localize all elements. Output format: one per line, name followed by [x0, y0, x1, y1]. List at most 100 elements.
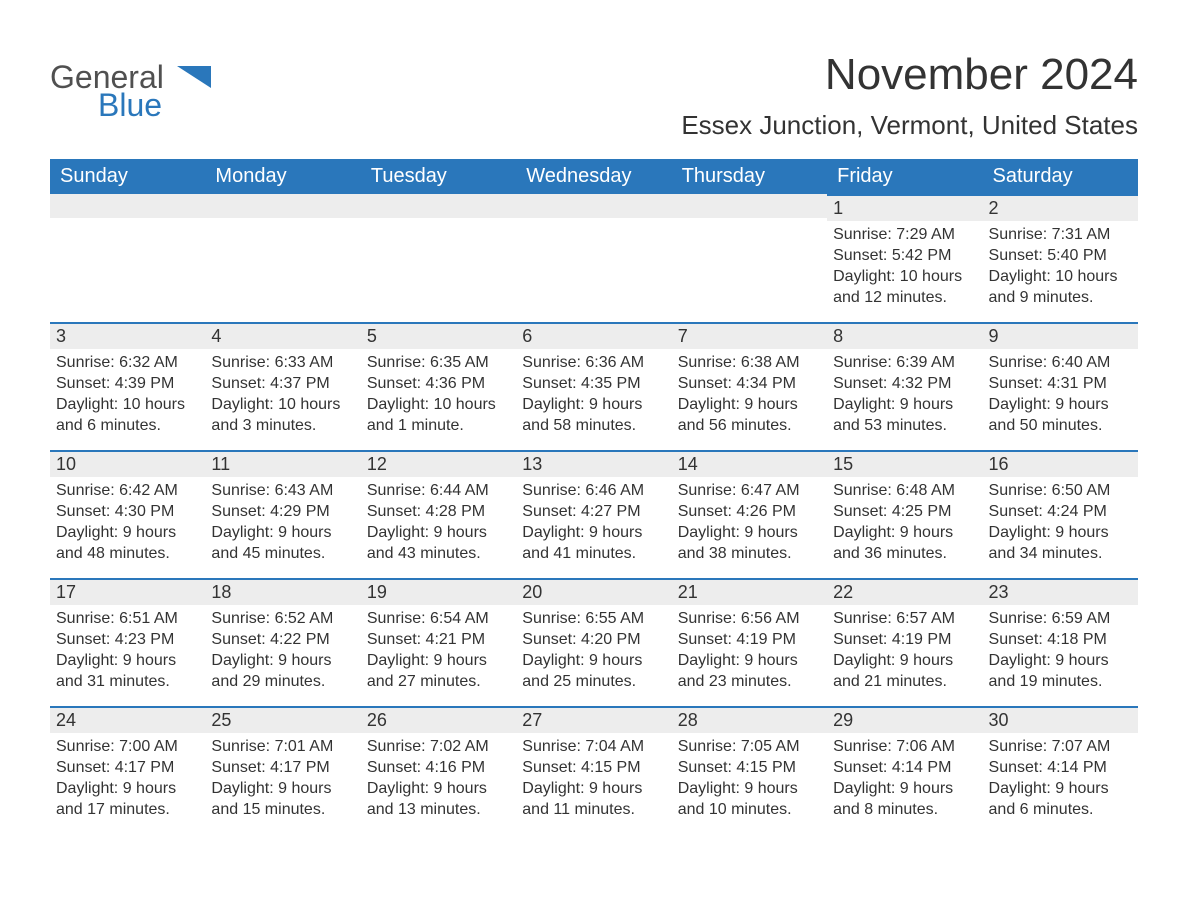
day-details: Sunrise: 6:47 AMSunset: 4:26 PMDaylight:…	[672, 477, 827, 564]
day-sunset: Sunset: 4:31 PM	[989, 374, 1132, 394]
day-sunrise: Sunrise: 7:05 AM	[678, 737, 821, 757]
day-daylight1: Daylight: 9 hours	[522, 651, 665, 671]
day-daylight1: Daylight: 9 hours	[678, 523, 821, 543]
day-daylight1: Daylight: 10 hours	[211, 395, 354, 415]
day-number: 19	[361, 578, 516, 605]
day-daylight2: and 10 minutes.	[678, 800, 821, 820]
day-details: Sunrise: 6:48 AMSunset: 4:25 PMDaylight:…	[827, 477, 982, 564]
day-daylight1: Daylight: 9 hours	[833, 395, 976, 415]
day-sunrise: Sunrise: 7:04 AM	[522, 737, 665, 757]
day-number: 3	[50, 322, 205, 349]
day-daylight1: Daylight: 9 hours	[211, 651, 354, 671]
day-sunset: Sunset: 4:15 PM	[522, 758, 665, 778]
day-sunset: Sunset: 4:36 PM	[367, 374, 510, 394]
header: General Blue November 2024 Essex Junctio…	[50, 40, 1138, 141]
day-number: 11	[205, 450, 360, 477]
calendar-day-cell: 25Sunrise: 7:01 AMSunset: 4:17 PMDayligh…	[205, 706, 360, 834]
day-daylight2: and 19 minutes.	[989, 672, 1132, 692]
day-sunset: Sunset: 4:25 PM	[833, 502, 976, 522]
day-details: Sunrise: 6:32 AMSunset: 4:39 PMDaylight:…	[50, 349, 205, 436]
calendar-body: 1Sunrise: 7:29 AMSunset: 5:42 PMDaylight…	[50, 194, 1138, 834]
calendar-day-cell: 18Sunrise: 6:52 AMSunset: 4:22 PMDayligh…	[205, 578, 360, 706]
day-daylight2: and 21 minutes.	[833, 672, 976, 692]
day-number: 13	[516, 450, 671, 477]
day-daylight2: and 1 minute.	[367, 416, 510, 436]
calendar-week-row: 24Sunrise: 7:00 AMSunset: 4:17 PMDayligh…	[50, 706, 1138, 834]
day-details: Sunrise: 6:51 AMSunset: 4:23 PMDaylight:…	[50, 605, 205, 692]
calendar-week-row: 17Sunrise: 6:51 AMSunset: 4:23 PMDayligh…	[50, 578, 1138, 706]
day-sunrise: Sunrise: 6:59 AM	[989, 609, 1132, 629]
weekday-header: Thursday	[672, 159, 827, 194]
day-number: 8	[827, 322, 982, 349]
day-sunset: Sunset: 4:30 PM	[56, 502, 199, 522]
day-details: Sunrise: 6:56 AMSunset: 4:19 PMDaylight:…	[672, 605, 827, 692]
logo-flag-icon	[177, 66, 211, 88]
day-daylight2: and 56 minutes.	[678, 416, 821, 436]
day-sunrise: Sunrise: 6:46 AM	[522, 481, 665, 501]
calendar-day-cell: 1Sunrise: 7:29 AMSunset: 5:42 PMDaylight…	[827, 194, 982, 322]
day-number: 22	[827, 578, 982, 605]
day-details: Sunrise: 6:42 AMSunset: 4:30 PMDaylight:…	[50, 477, 205, 564]
day-details: Sunrise: 6:33 AMSunset: 4:37 PMDaylight:…	[205, 349, 360, 436]
day-sunrise: Sunrise: 6:38 AM	[678, 353, 821, 373]
day-sunset: Sunset: 4:17 PM	[56, 758, 199, 778]
day-number: 28	[672, 706, 827, 733]
calendar-day-cell: 28Sunrise: 7:05 AMSunset: 4:15 PMDayligh…	[672, 706, 827, 834]
day-daylight1: Daylight: 9 hours	[211, 779, 354, 799]
day-sunset: Sunset: 4:22 PM	[211, 630, 354, 650]
page-root: General Blue November 2024 Essex Junctio…	[0, 0, 1188, 834]
empty-day-stripe	[361, 194, 516, 218]
day-sunrise: Sunrise: 6:42 AM	[56, 481, 199, 501]
day-number: 27	[516, 706, 671, 733]
calendar-day-cell	[516, 194, 671, 322]
day-daylight2: and 6 minutes.	[56, 416, 199, 436]
day-sunrise: Sunrise: 6:55 AM	[522, 609, 665, 629]
empty-day-stripe	[672, 194, 827, 218]
day-sunset: Sunset: 4:24 PM	[989, 502, 1132, 522]
day-daylight1: Daylight: 9 hours	[522, 395, 665, 415]
day-sunrise: Sunrise: 6:33 AM	[211, 353, 354, 373]
day-sunrise: Sunrise: 7:31 AM	[989, 225, 1132, 245]
day-sunrise: Sunrise: 6:52 AM	[211, 609, 354, 629]
calendar-day-cell: 8Sunrise: 6:39 AMSunset: 4:32 PMDaylight…	[827, 322, 982, 450]
calendar-day-cell: 29Sunrise: 7:06 AMSunset: 4:14 PMDayligh…	[827, 706, 982, 834]
day-sunrise: Sunrise: 6:43 AM	[211, 481, 354, 501]
day-daylight1: Daylight: 9 hours	[833, 651, 976, 671]
day-daylight2: and 6 minutes.	[989, 800, 1132, 820]
day-daylight2: and 58 minutes.	[522, 416, 665, 436]
day-sunrise: Sunrise: 7:01 AM	[211, 737, 354, 757]
day-number: 10	[50, 450, 205, 477]
day-daylight1: Daylight: 9 hours	[56, 523, 199, 543]
calendar-day-cell: 9Sunrise: 6:40 AMSunset: 4:31 PMDaylight…	[983, 322, 1138, 450]
day-number: 21	[672, 578, 827, 605]
day-daylight2: and 13 minutes.	[367, 800, 510, 820]
day-daylight1: Daylight: 9 hours	[211, 523, 354, 543]
day-details: Sunrise: 7:31 AMSunset: 5:40 PMDaylight:…	[983, 221, 1138, 308]
calendar-day-cell: 7Sunrise: 6:38 AMSunset: 4:34 PMDaylight…	[672, 322, 827, 450]
empty-day-stripe	[50, 194, 205, 218]
day-daylight1: Daylight: 9 hours	[989, 395, 1132, 415]
calendar-day-cell: 6Sunrise: 6:36 AMSunset: 4:35 PMDaylight…	[516, 322, 671, 450]
calendar-day-cell: 14Sunrise: 6:47 AMSunset: 4:26 PMDayligh…	[672, 450, 827, 578]
day-number: 20	[516, 578, 671, 605]
day-details: Sunrise: 6:55 AMSunset: 4:20 PMDaylight:…	[516, 605, 671, 692]
day-number: 12	[361, 450, 516, 477]
day-daylight1: Daylight: 9 hours	[367, 523, 510, 543]
day-details: Sunrise: 7:07 AMSunset: 4:14 PMDaylight:…	[983, 733, 1138, 820]
day-details: Sunrise: 6:52 AMSunset: 4:22 PMDaylight:…	[205, 605, 360, 692]
day-details: Sunrise: 6:39 AMSunset: 4:32 PMDaylight:…	[827, 349, 982, 436]
day-sunrise: Sunrise: 6:48 AM	[833, 481, 976, 501]
day-daylight1: Daylight: 10 hours	[989, 267, 1132, 287]
day-sunrise: Sunrise: 6:56 AM	[678, 609, 821, 629]
day-number: 23	[983, 578, 1138, 605]
calendar-day-cell: 26Sunrise: 7:02 AMSunset: 4:16 PMDayligh…	[361, 706, 516, 834]
day-sunrise: Sunrise: 6:51 AM	[56, 609, 199, 629]
day-number: 5	[361, 322, 516, 349]
day-sunset: Sunset: 4:32 PM	[833, 374, 976, 394]
day-daylight2: and 12 minutes.	[833, 288, 976, 308]
month-title: November 2024	[681, 40, 1138, 100]
calendar-day-cell	[205, 194, 360, 322]
day-daylight1: Daylight: 10 hours	[367, 395, 510, 415]
day-sunrise: Sunrise: 6:47 AM	[678, 481, 821, 501]
day-daylight1: Daylight: 9 hours	[522, 779, 665, 799]
